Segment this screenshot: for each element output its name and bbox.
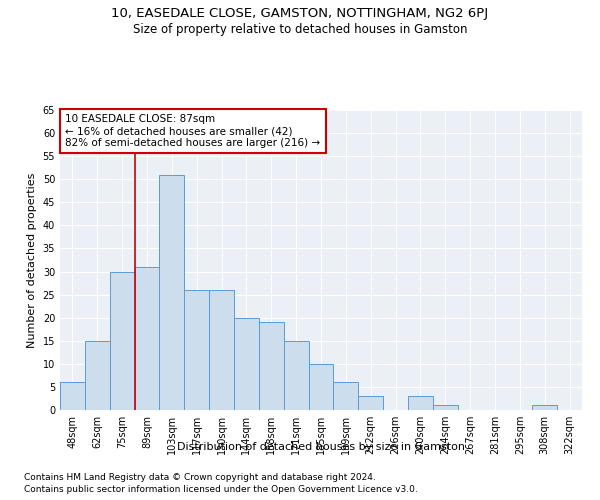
Bar — [134, 267, 160, 410]
Text: 10 EASEDALE CLOSE: 87sqm
← 16% of detached houses are smaller (42)
82% of semi-d: 10 EASEDALE CLOSE: 87sqm ← 16% of detach… — [65, 114, 320, 148]
Text: Contains public sector information licensed under the Open Government Licence v3: Contains public sector information licen… — [24, 485, 418, 494]
Bar — [358, 396, 383, 410]
Bar — [284, 341, 308, 410]
Bar — [259, 322, 284, 410]
Bar — [234, 318, 259, 410]
Bar — [184, 290, 209, 410]
Bar — [308, 364, 334, 410]
Text: Distribution of detached houses by size in Gamston: Distribution of detached houses by size … — [177, 442, 465, 452]
Bar — [209, 290, 234, 410]
Bar — [408, 396, 433, 410]
Bar — [85, 341, 110, 410]
Y-axis label: Number of detached properties: Number of detached properties — [27, 172, 37, 348]
Bar — [433, 406, 458, 410]
Bar — [334, 382, 358, 410]
Text: Contains HM Land Registry data © Crown copyright and database right 2024.: Contains HM Land Registry data © Crown c… — [24, 472, 376, 482]
Bar — [532, 406, 557, 410]
Bar — [110, 272, 134, 410]
Text: Size of property relative to detached houses in Gamston: Size of property relative to detached ho… — [133, 22, 467, 36]
Bar — [60, 382, 85, 410]
Bar — [160, 174, 184, 410]
Text: 10, EASEDALE CLOSE, GAMSTON, NOTTINGHAM, NG2 6PJ: 10, EASEDALE CLOSE, GAMSTON, NOTTINGHAM,… — [112, 8, 488, 20]
